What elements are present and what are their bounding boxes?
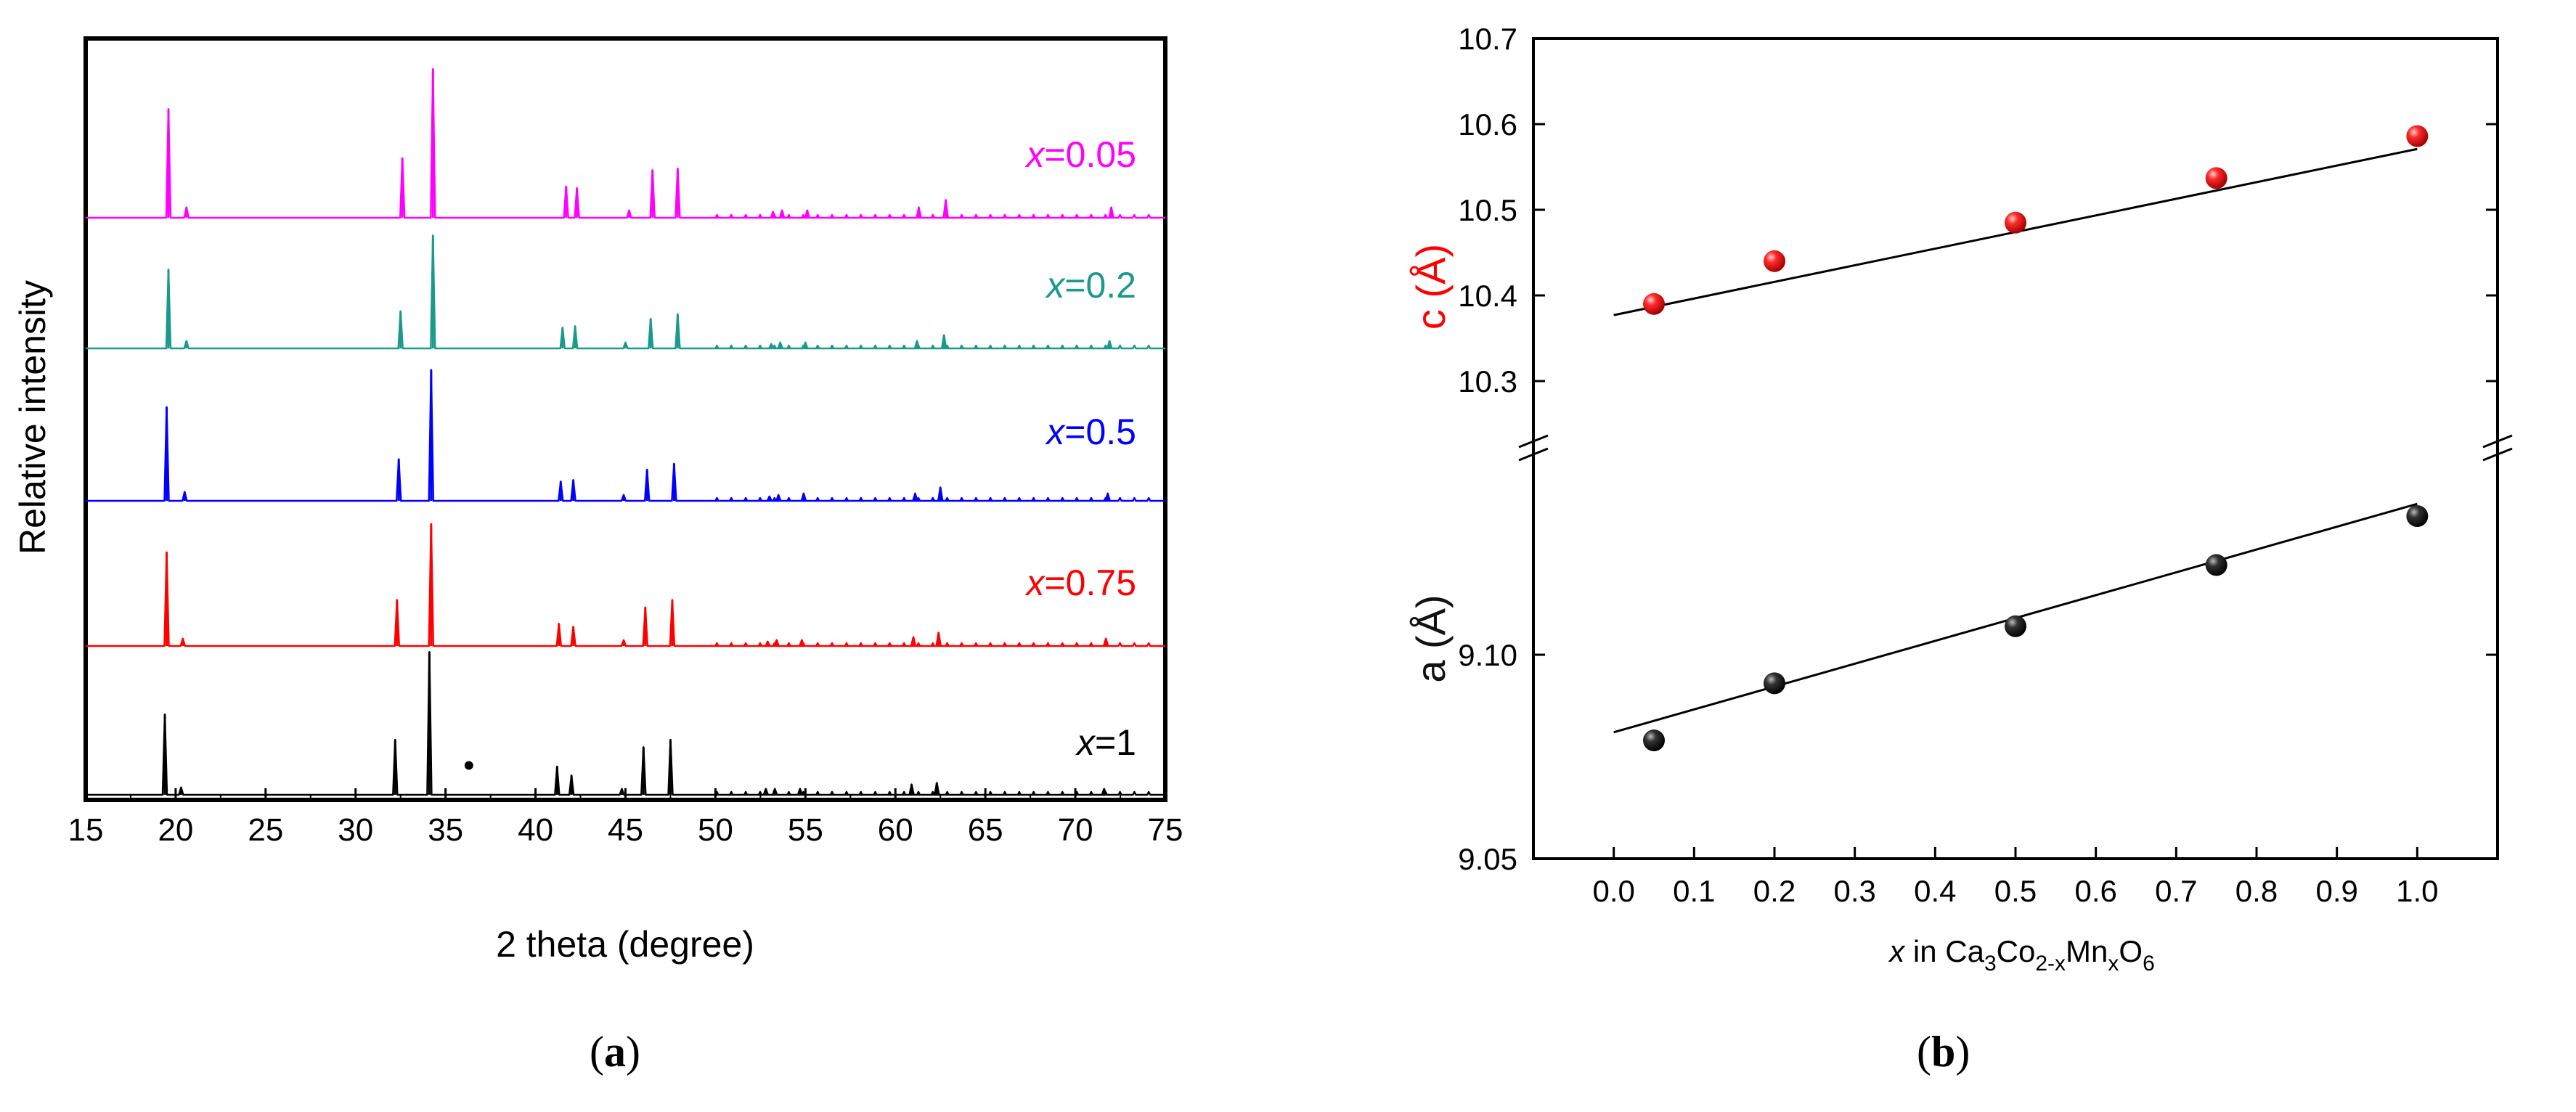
x-tick-label: 0.5 [1994, 874, 2037, 908]
c-tick-label: 10.5 [1458, 193, 1517, 227]
series-label-value: =0.05 [1044, 134, 1136, 175]
x-label-sub1: 3 [1984, 952, 1997, 976]
x-tick-label: 0.9 [2315, 874, 2357, 908]
x-label-sub4: 6 [2143, 952, 2155, 976]
x-label-sub2: 2-x [2035, 952, 2066, 976]
a-data-point [1764, 672, 1785, 695]
a-axis-label: a (Å) [1408, 594, 1454, 682]
caption-b-open: ( [1917, 1028, 1931, 1076]
a-data-point [1643, 729, 1665, 752]
a-tick-label: 9.05 [1458, 842, 1517, 876]
xrd-series-group [86, 68, 1165, 796]
impurity-marker: • [463, 748, 474, 783]
caption-a-letter: a [603, 1028, 626, 1076]
axis-break-left [1518, 434, 1549, 462]
xrd-x-axis-label: 2 theta (degree) [496, 924, 754, 965]
series-label-var: x [1045, 412, 1066, 452]
xrd-pattern-line [86, 234, 1165, 350]
lattice-x-axis-label: x in Ca3Co2-xMnxO6 [1888, 934, 2155, 976]
c-tick-label: 10.6 [1458, 107, 1517, 142]
xrd-panel: x=0.05x=0.2x=0.5x=0.75x=1 • 15 20 25 30 35 40… [12, 36, 1183, 965]
x-tick-label: 1.0 [2396, 874, 2438, 908]
series-label: x=0.75 [1024, 563, 1136, 603]
c-data-point [1764, 250, 1785, 272]
x-tick-label: 55 [788, 812, 823, 848]
x-tick-label: 0.2 [1753, 874, 1796, 908]
x-tick-label: 75 [1148, 812, 1183, 848]
x-tick-label: 65 [968, 812, 1003, 848]
x-tick-label: 25 [248, 812, 283, 848]
x-tick-label: 40 [518, 812, 553, 848]
x-tick-label: 60 [878, 812, 913, 848]
series-label-var: x [1024, 563, 1046, 603]
series-label-var: x [1075, 722, 1096, 763]
lattice-panel: 10.310.410.510.610.79.059.10 0.0 0.1 0.2 0.… [1408, 22, 2513, 976]
a-tick-label: 9.10 [1458, 638, 1517, 672]
series-label-value: =0.75 [1044, 563, 1136, 603]
x-tick-label: 0.0 [1592, 874, 1634, 908]
c-data-point [2005, 211, 2026, 234]
x-tick-label: 0.4 [1914, 874, 1956, 908]
x-tick-label: 45 [608, 812, 643, 848]
x-tick-label: 70 [1058, 812, 1093, 848]
series-label-value: =0.5 [1064, 412, 1136, 452]
lattice-x-ticks: 0.0 0.1 0.2 0.3 0.4 0.5 0.6 0.7 0.8 0.9 1.0 [1592, 847, 2439, 908]
c-tick-label: 10.7 [1458, 22, 1517, 56]
x-tick-label: 0.8 [2235, 874, 2278, 908]
c-tick-label: 10.3 [1458, 364, 1517, 398]
x-tick-label: 35 [428, 812, 463, 848]
x-tick-label: 50 [698, 812, 733, 848]
lattice-data-points [1643, 125, 2429, 752]
c-data-point [2406, 125, 2429, 147]
a-data-point [2205, 554, 2227, 576]
x-label-mid3: O [2119, 934, 2143, 968]
x-label-pre: in Ca [1904, 934, 1984, 968]
x-label-mid1: Co [1997, 934, 2036, 968]
xrd-pattern-line [86, 68, 1165, 219]
caption-a: (a) [590, 1027, 640, 1077]
xrd-plot-frame [83, 36, 1167, 802]
x-tick-label: 0.6 [2074, 874, 2116, 908]
series-label: x=0.2 [1045, 265, 1136, 306]
caption-a-close: ) [625, 1028, 640, 1076]
caption-b: (b) [1917, 1027, 1970, 1077]
x-label-mid2: Mn [2066, 934, 2108, 968]
linear-fit-lines [1613, 147, 2418, 734]
x-label-sub3: x [2108, 952, 2119, 976]
xrd-y-axis-label: Relative intensity [12, 280, 53, 555]
xrd-series-labels: x=0.05x=0.2x=0.5x=0.75x=1 [1024, 134, 1136, 763]
c-data-point [2205, 167, 2227, 189]
x-tick-label: 20 [158, 812, 193, 848]
c-axis-label: c (Å) [1408, 244, 1454, 330]
x-label-var: x [1888, 934, 1906, 968]
c-tick-label: 10.4 [1458, 279, 1517, 313]
series-label-var: x [1024, 134, 1046, 175]
series-label-value: =0.2 [1064, 265, 1136, 306]
c-data-point [1643, 293, 1665, 315]
lattice-y-ticks: 10.3 10.4 10.5 10.6 10.7 9.05 9.10 [1458, 22, 2498, 876]
xrd-pattern-line [86, 650, 1165, 796]
x-tick-label: 0.1 [1673, 874, 1715, 908]
x-tick-label: 30 [338, 812, 373, 848]
series-label: x=1 [1075, 722, 1136, 763]
a-data-point [2005, 615, 2026, 637]
series-label-value: =1 [1095, 722, 1136, 763]
caption-b-close: ) [1955, 1028, 1970, 1076]
xrd-pattern-line [86, 369, 1165, 502]
xrd-pattern-line [86, 523, 1165, 647]
x-tick-label: 15 [68, 812, 104, 848]
series-label: x=0.05 [1024, 134, 1136, 175]
xrd-x-ticks: 15 20 25 30 35 40 45 50 55 60 65 70 75 [68, 788, 1183, 848]
a-data-point [2406, 505, 2429, 527]
axis-break-right [2482, 434, 2513, 462]
series-label-var: x [1045, 265, 1066, 306]
series-label: x=0.5 [1045, 412, 1136, 452]
caption-a-open: ( [590, 1028, 604, 1076]
x-tick-label: 0.7 [2155, 874, 2197, 908]
caption-b-letter: b [1931, 1028, 1956, 1076]
x-tick-label: 0.3 [1833, 874, 1875, 908]
